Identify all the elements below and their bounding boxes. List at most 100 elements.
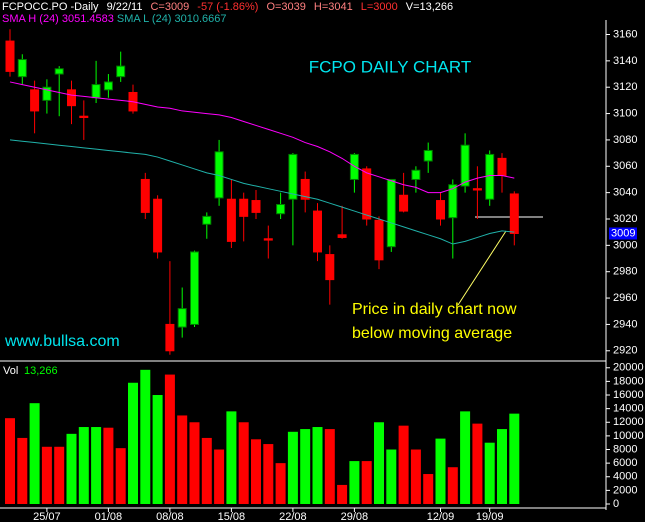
candle-body [79,115,89,119]
candle-body [5,40,15,72]
volume-bar [115,448,126,504]
legend-label: SMA H (24) [2,13,59,25]
candle-body [276,203,286,215]
candle-body [349,153,359,180]
header-item: L=3000 [361,1,398,13]
x-tick-label: 25/07 [33,511,61,522]
candle-body [460,144,470,187]
candle-body [177,308,187,328]
y-tick-label: 3100 [613,107,637,119]
candle-body [399,194,409,212]
volume-bar [17,437,28,504]
y-tick-label: 6000 [613,457,637,469]
last-price-label: 3009 [611,227,635,239]
volume-last: 13,266 [24,365,58,377]
volume-bar [29,403,40,504]
header-item: 9/22/11 [107,1,143,13]
volume-bar [66,433,77,504]
x-tick-label: 19/09 [476,511,504,522]
y-tick-label: 3080 [613,134,637,146]
candle-body [436,200,445,220]
legend-value: 3051.4583 [62,13,114,25]
y-tick-label: 2960 [613,292,637,304]
volume-bar [423,474,434,504]
volume-bar [300,429,311,504]
candle-body [30,89,40,112]
volume-bar [5,418,15,504]
candle-body [91,84,101,99]
y-tick-label: 20000 [613,362,644,374]
candle-body [411,169,421,180]
volume-bar [263,444,274,504]
candle-body [509,193,519,234]
volume-bar [275,463,286,504]
candle-body [116,65,126,78]
candle-body [300,178,310,200]
y-tick-label: 3020 [613,213,637,225]
x-tick-label: 01/08 [95,511,123,522]
y-tick-label: 10000 [613,430,644,442]
candle-body [374,219,384,261]
y-tick-label: 4000 [613,471,637,483]
y-tick-label: 16000 [613,389,644,401]
candle-body [54,68,64,75]
candle-body [386,178,396,248]
sma-line [9,81,515,194]
volume-bar [103,427,114,504]
volume-bar [435,438,446,504]
candle-body [337,234,347,238]
candle-body [325,254,335,281]
volume-bar [177,415,188,504]
candle-body [103,81,113,91]
volume-bar [78,427,89,504]
volume-bar [386,449,397,504]
annotation: Price in daily chart now [352,301,517,318]
candle-body [42,86,52,101]
volume-bar [497,429,507,504]
y-tick-label: 3060 [613,160,637,172]
volume-bar [484,442,495,504]
x-tick-label: 29/08 [341,511,369,522]
y-tick-label: 8000 [613,443,637,455]
volume-bar [201,437,212,504]
volume-bar [251,439,261,504]
candle-body [497,157,507,177]
candle-body [472,188,482,191]
y-tick-label: 3140 [613,55,637,67]
x-tick-label: 12/09 [427,511,455,522]
candle-body [226,198,236,242]
volume-bar [374,422,384,504]
header-item: H=3041 [314,1,353,13]
y-tick-label: 2980 [613,266,637,278]
volume-bar [349,461,360,504]
candle-body [140,178,150,213]
candle-body [448,184,458,219]
volume-bar [128,382,138,504]
candle-body [153,198,163,253]
volume-label: Vol [3,365,18,377]
y-tick-label: 0 [613,498,619,510]
volume-bar [447,467,458,504]
candle-body [67,89,76,107]
annotation-arrow [457,230,507,306]
candle-body [313,210,322,253]
candle-body [190,251,199,325]
volume-bar [214,449,225,504]
candle-body [263,238,273,241]
volume-bar [410,449,421,504]
volume-bar [324,429,335,504]
volume-bar [238,422,249,504]
volume-bar [337,484,348,504]
volume-bar [164,374,175,504]
header-item: V=13,266 [406,1,453,13]
candle-body [423,149,433,162]
last-price-box [609,227,637,240]
volume-bar [287,431,298,504]
volume-bar [312,427,323,504]
volume-bar [41,446,52,504]
chart-title: FCPO DAILY CHART [309,57,471,76]
volume-bar [152,395,163,504]
volume-bar [91,427,102,504]
candle-body [202,215,212,225]
